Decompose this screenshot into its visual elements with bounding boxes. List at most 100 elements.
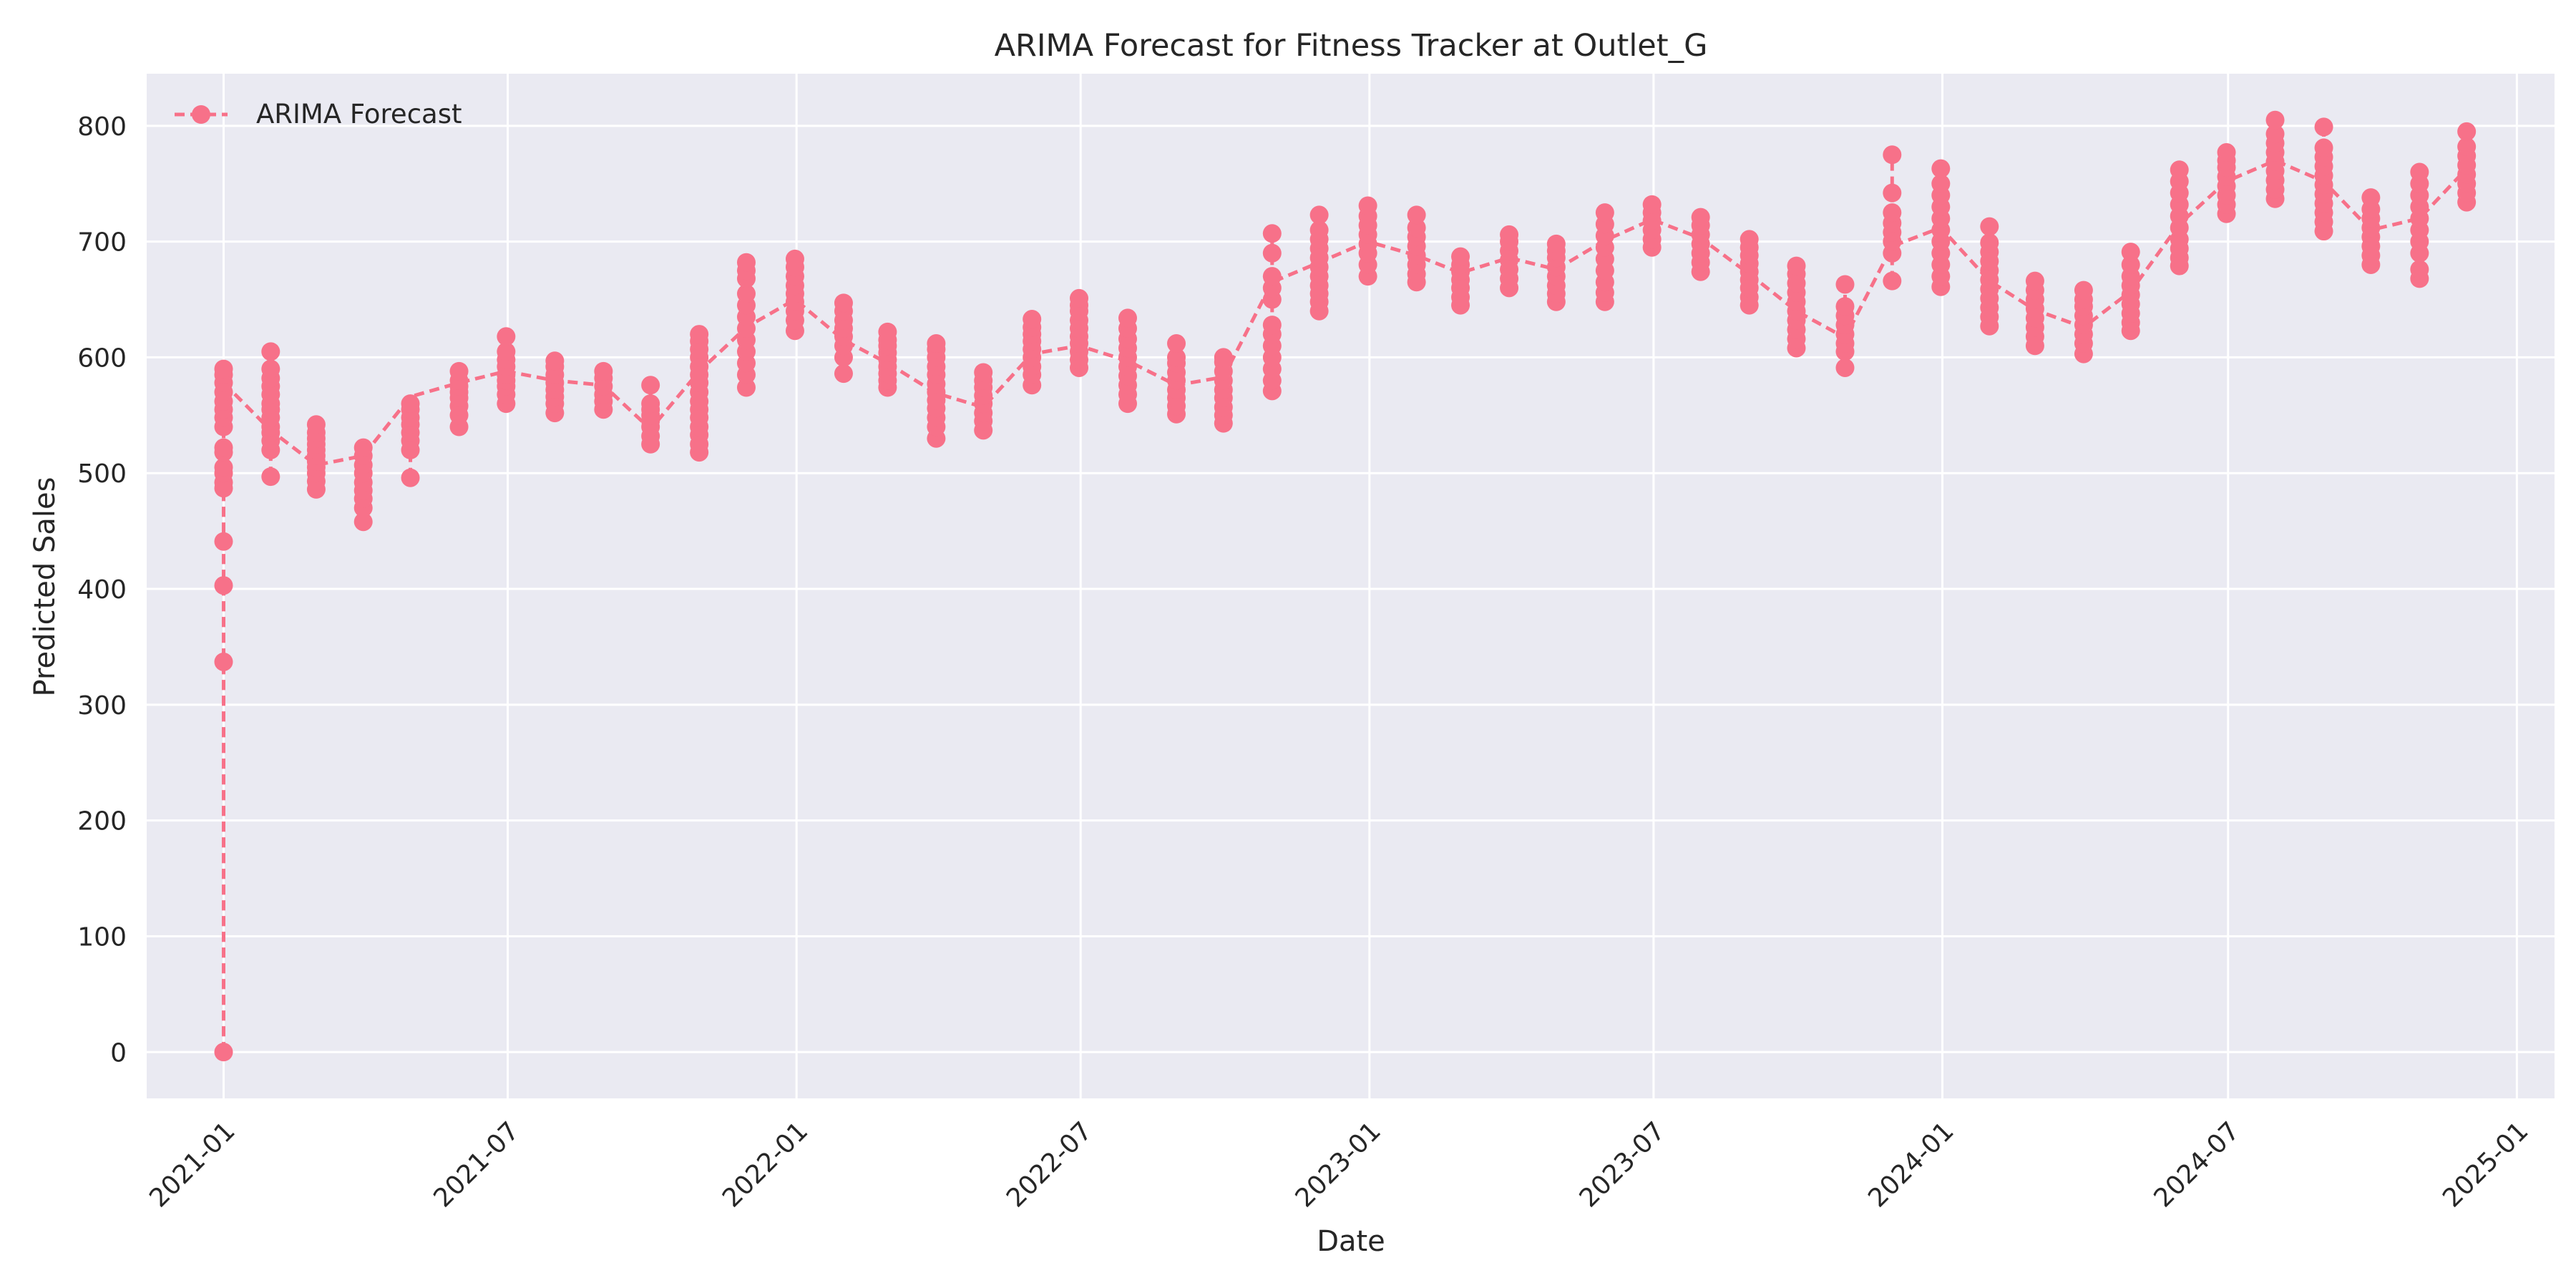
data-point [1023,310,1042,329]
data-point [1642,195,1662,214]
data-point [1167,348,1186,367]
data-point [1214,348,1233,367]
data-point [214,1043,233,1062]
grid [147,74,2555,1098]
data-point [1167,334,1186,353]
data-point [214,438,233,457]
data-point [2361,188,2381,208]
data-point [2410,260,2429,279]
data-point [214,359,233,379]
series-forecast [214,110,2477,1062]
data-point [594,361,613,381]
data-point [2457,137,2477,156]
y-tick-label: 600 [77,343,127,373]
data-point [1262,316,1282,335]
data-point [261,467,280,487]
data-point [2265,125,2285,144]
y-tick-label: 0 [110,1038,127,1068]
data-point [1407,218,1426,238]
data-point [1883,145,1902,165]
plot-area [147,74,2555,1098]
data-point [214,576,233,595]
data-point [736,378,756,397]
data-point [214,458,233,477]
y-axis-ticks: 0 100 200 300 400 500 600 700 800 [77,112,127,1068]
data-point [2410,162,2429,182]
legend-label-arima-forecast: ARIMA Forecast [256,99,462,130]
data-point [1740,230,1759,249]
data-point [449,361,469,381]
data-point [1931,159,1951,178]
data-point [497,342,516,361]
data-point [927,334,946,353]
data-point [1883,203,1902,223]
data-point [2457,122,2477,141]
data-point [306,415,326,434]
data-point [736,253,756,272]
data-point [1691,208,1710,227]
data-point [1883,183,1902,203]
data-point [1070,288,1089,308]
data-point [1980,233,1999,253]
data-point [1835,297,1855,316]
legend: ARIMA Forecast [175,99,462,130]
data-point [353,438,373,457]
data-point [401,394,420,414]
data-point [690,325,709,344]
data-point [1309,220,1329,240]
y-tick-label: 300 [77,691,127,721]
y-tick-label: 700 [77,228,127,258]
data-point [2314,117,2333,137]
y-axis-label: Predicted Sales [29,477,62,697]
data-point [261,359,280,379]
data-point [1931,174,1951,193]
data-point [736,284,756,303]
data-point [1358,196,1377,215]
y-tick-label: 500 [77,459,127,489]
data-point [214,652,233,671]
data-point [1262,267,1282,286]
data-point [834,364,853,384]
data-point [1309,205,1329,225]
data-point [261,342,280,361]
data-point [401,468,420,487]
y-tick-label: 200 [77,807,127,836]
data-point [1835,358,1855,377]
data-point [2314,138,2333,157]
data-point [1262,243,1282,263]
data-point [545,351,565,371]
data-point [497,327,516,346]
data-point [641,394,660,414]
chart-title: ARIMA Forecast for Fitness Tracker at Ou… [995,28,1708,64]
data-point [1787,256,1806,275]
data-point [353,512,373,532]
data-point [1118,308,1138,328]
data-point [2025,271,2044,291]
y-tick-label: 400 [77,575,127,605]
data-point [1262,224,1282,243]
data-point [878,322,897,341]
y-tick-label: 800 [77,112,127,142]
data-point [1451,247,1470,266]
data-point [1883,271,1902,291]
legend-marker [192,105,210,124]
data-point [214,532,233,551]
y-tick-label: 100 [77,922,127,952]
data-point [2265,110,2285,130]
data-point [974,363,993,382]
data-point [1407,205,1426,225]
data-point [1835,275,1855,294]
x-axis-label: Date [1317,1225,1385,1258]
data-point [2170,160,2189,180]
data-point [785,249,804,268]
data-point [2217,143,2236,162]
data-point [2074,280,2093,300]
data-point [1500,225,1519,244]
data-point [834,293,853,313]
data-point [1595,203,1614,223]
data-point [2121,243,2140,262]
data-point [641,376,660,395]
data-point [1546,234,1566,253]
data-point [2121,255,2140,274]
